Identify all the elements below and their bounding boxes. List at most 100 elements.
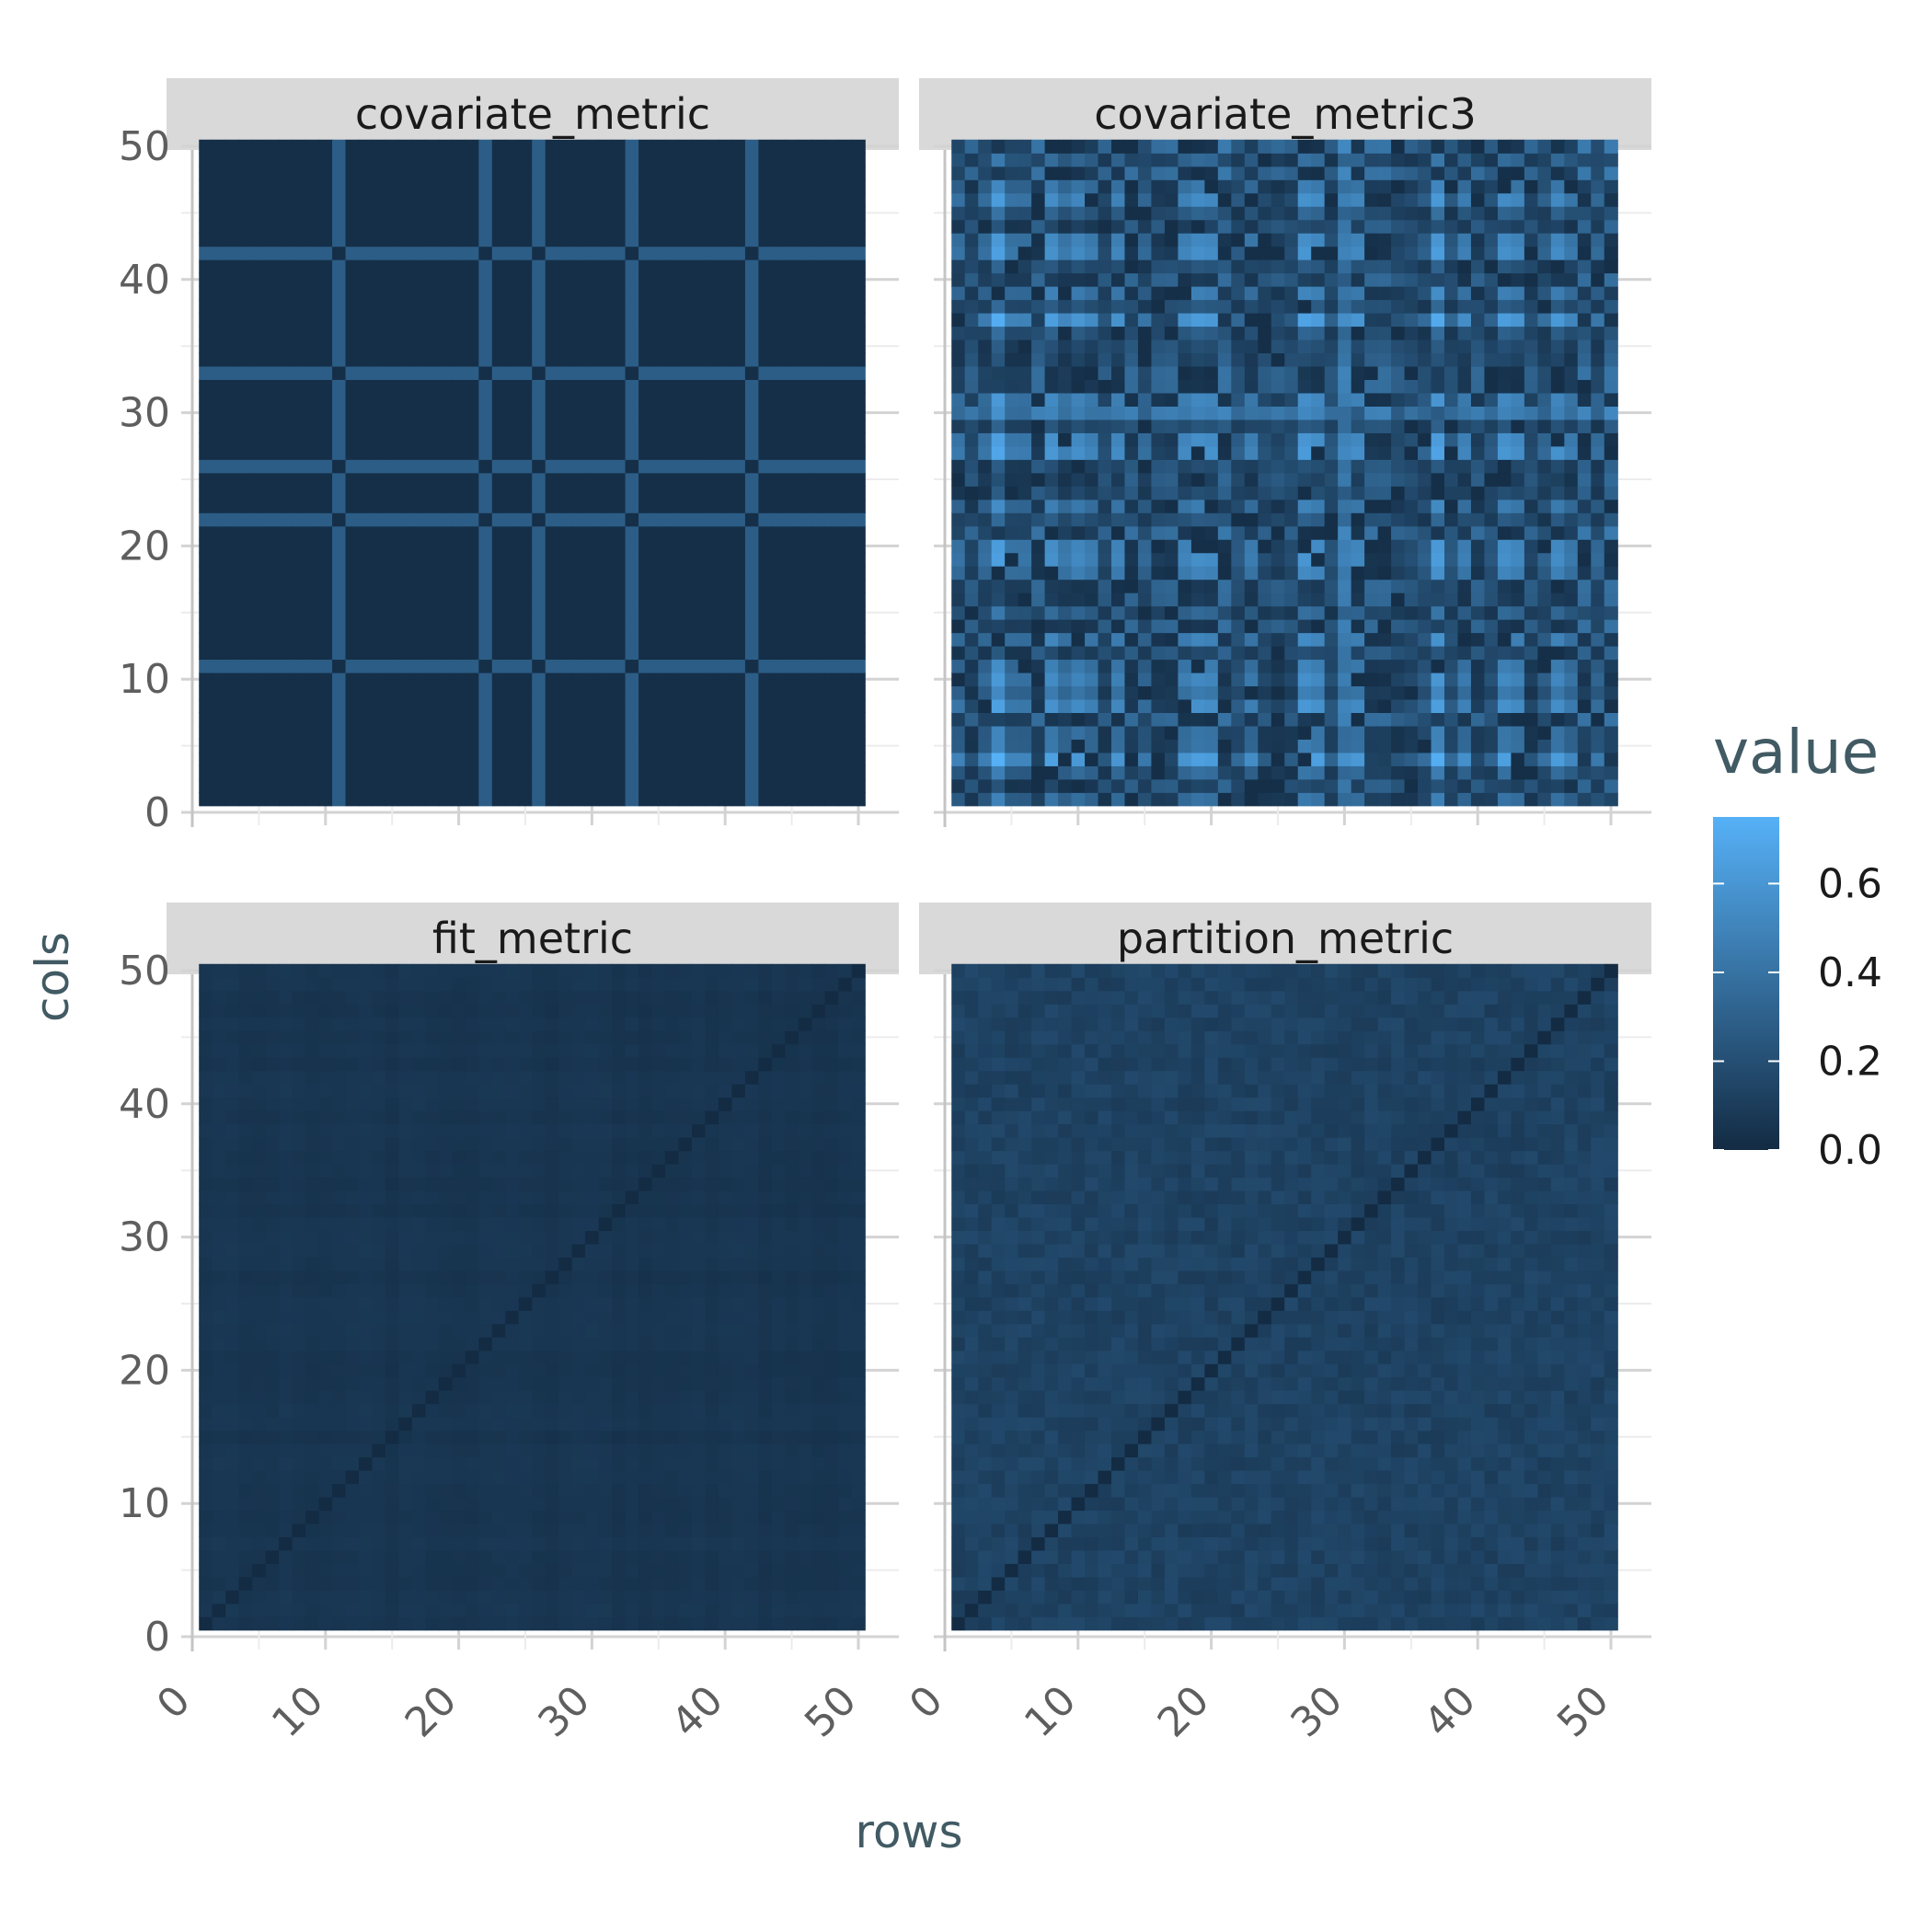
heatmap-cell [199, 392, 213, 407]
heatmap-cell [1151, 552, 1166, 567]
heatmap-cell [1497, 605, 1512, 620]
heatmap-cell [1311, 365, 1326, 380]
heatmap-cell [372, 472, 386, 487]
heatmap-cell [731, 392, 746, 407]
heatmap-cell [385, 739, 400, 753]
heatmap-cell [1511, 619, 1525, 634]
heatmap-cell [598, 685, 613, 700]
heatmap-cell [1018, 379, 1032, 394]
heatmap-cell [692, 619, 707, 634]
heatmap-cell [545, 725, 559, 740]
heatmap-cell [491, 459, 506, 474]
heatmap-cell [1311, 619, 1326, 634]
heatmap-cell [625, 552, 639, 567]
heatmap-cell [1364, 712, 1379, 727]
heatmap-cell [505, 299, 520, 314]
heatmap-cell [1497, 725, 1512, 740]
heatmap-cell [1564, 192, 1579, 207]
heatmap-cell [1297, 392, 1312, 407]
heatmap-cell [1190, 632, 1205, 647]
heatmap-cell [1338, 219, 1352, 234]
heatmap-cell [292, 246, 306, 260]
heatmap-cell [1031, 299, 1046, 314]
heatmap-cell [678, 566, 693, 581]
heatmap-cell [238, 445, 253, 460]
heatmap-cell [1284, 579, 1299, 593]
heatmap-cell [1244, 739, 1259, 753]
heatmap-cell [1005, 712, 1019, 727]
heatmap-cell [1524, 539, 1538, 554]
heatmap-cell [1470, 592, 1486, 607]
heatmap-cell [1044, 379, 1059, 394]
heatmap-cell [452, 672, 466, 687]
heatmap-cell [665, 206, 680, 221]
heatmap-cell [292, 486, 306, 500]
heatmap-cell [225, 259, 240, 274]
heatmap-cell [625, 365, 639, 380]
heatmap-cell [1098, 499, 1112, 513]
heatmap-cell [478, 206, 493, 221]
heatmap-cell [978, 166, 993, 180]
heatmap-cell [1431, 406, 1445, 420]
heatmap-cell [1231, 166, 1246, 180]
heatmap-cell [1418, 459, 1432, 474]
heatmap-cell [1497, 792, 1512, 807]
heatmap-cell [718, 272, 733, 287]
heatmap-cell [1484, 272, 1499, 287]
heatmap-cell [545, 739, 559, 753]
heatmap-cell [571, 445, 586, 460]
heatmap-cell [1098, 752, 1112, 766]
heatmap-cell [678, 646, 693, 661]
heatmap-cell [1511, 592, 1525, 607]
heatmap-cell [758, 792, 773, 807]
heatmap-cell [225, 646, 240, 661]
heatmap-cell [518, 778, 533, 793]
heatmap-cell [425, 153, 440, 167]
heatmap-cell [372, 499, 386, 513]
heatmap-cell [571, 486, 586, 500]
heatmap-cell [692, 632, 707, 647]
heatmap-cell [692, 313, 707, 328]
heatmap-cell [505, 352, 520, 367]
heatmap-cell [1190, 525, 1205, 540]
heatmap-cell [1111, 459, 1126, 474]
heatmap-cell [279, 139, 293, 154]
heatmap-cell [558, 525, 573, 540]
heatmap-cell [1124, 326, 1139, 340]
heatmap-cell [798, 406, 812, 420]
heatmap-cell [731, 486, 746, 500]
heatmap-cell [518, 432, 533, 447]
heatmap-cell [838, 192, 853, 207]
heatmap-cell [1284, 525, 1299, 540]
heatmap-cell [1470, 272, 1486, 287]
heatmap-cell [1178, 166, 1192, 180]
heatmap-cell [585, 339, 600, 354]
heatmap-cell [838, 326, 853, 340]
heatmap-cell [851, 659, 866, 673]
heatmap-cell [1058, 499, 1073, 513]
heatmap-cell [798, 259, 812, 274]
heatmap-cell [785, 646, 799, 661]
heatmap-cell [1338, 698, 1352, 713]
heatmap-cell [638, 566, 653, 581]
heatmap-cell [212, 566, 226, 581]
heatmap-cell [598, 632, 613, 647]
heatmap-cell [1577, 552, 1592, 567]
heatmap-cell [478, 619, 493, 634]
heatmap-cell [438, 272, 453, 287]
heatmap-cell [532, 445, 546, 460]
heatmap-cell [785, 339, 799, 354]
heatmap-cell [558, 365, 573, 380]
heatmap-cell [1431, 646, 1445, 661]
heatmap-cell [692, 166, 707, 180]
heatmap-cell [1124, 206, 1139, 221]
heatmap-cell [465, 619, 479, 634]
heatmap-cell [1244, 752, 1259, 766]
heatmap-cell [651, 206, 666, 221]
heatmap-cell [1457, 566, 1472, 581]
heatmap-cell [1244, 566, 1259, 581]
heatmap-cell [665, 272, 680, 287]
heatmap-cell [265, 592, 280, 607]
heatmap-cell [798, 685, 812, 700]
heatmap-cell [964, 592, 979, 607]
